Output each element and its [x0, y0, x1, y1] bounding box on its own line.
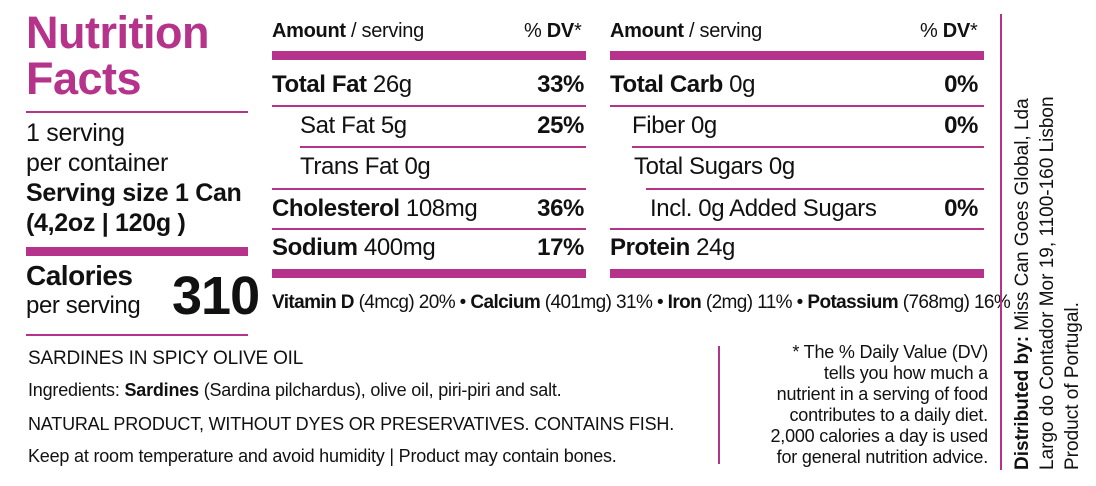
nutrient-row-protein: Protein 24g: [610, 234, 736, 261]
row-divider: [646, 188, 984, 190]
nutrient-row-cholesterol: Cholesterol 108mg 36%: [272, 195, 584, 222]
left-table-header-dv: % DV*: [524, 20, 582, 42]
left-table-bottom-bar: [272, 269, 586, 278]
nutrient-row-total-sugars: Total Sugars 0g: [634, 153, 795, 180]
vitamins-minerals-line: Vitamin D (4mcg) 20% • Calcium (401mg) 3…: [272, 292, 1011, 313]
right-table-top-bar: [610, 51, 984, 60]
nutrient-row-sat-fat: Sat Fat 5g 25%: [300, 112, 584, 139]
row-divider: [272, 105, 586, 107]
nutrient-row-sodium: Sodium 400mg 17%: [272, 234, 584, 261]
storage-notice: Keep at room temperature and avoid humid…: [28, 446, 617, 466]
nutrient-row-trans-fat: Trans Fat 0g: [300, 153, 431, 180]
calories-divider: [26, 334, 248, 336]
ingredients: Ingredients: Sardines (Sardina pilchardu…: [28, 380, 562, 400]
daily-value-footnote: * The % Daily Value (DV) tells you how m…: [770, 342, 988, 467]
right-table-header-dv: % DV*: [920, 20, 978, 42]
nutrient-row-added-sugars: Incl. 0g Added Sugars 0%: [650, 195, 978, 222]
row-divider: [272, 228, 586, 230]
serving-divider: [26, 247, 248, 256]
nutrition-facts-title: Nutrition Facts: [26, 7, 209, 104]
serving-size: Serving size 1 Can (4,2oz | 120g ): [26, 179, 242, 237]
distributor-divider-vertical: [1000, 14, 1002, 470]
row-divider: [300, 146, 586, 148]
calories-value: 310: [172, 266, 260, 326]
calories-label: Calories: [26, 260, 133, 291]
right-table-header-amount: Amount / serving: [610, 20, 762, 42]
title-divider: [26, 111, 248, 113]
product-name: SARDINES IN SPICY OLIVE OIL: [28, 348, 304, 369]
distributor-info: Distributed by: Miss Can Goes Global, Ld…: [1012, 96, 1083, 470]
bottom-divider-vertical: [718, 346, 720, 464]
left-table-header-amount: Amount / serving: [272, 20, 424, 42]
left-table-top-bar: [272, 51, 586, 60]
right-table-bottom-bar: [610, 269, 984, 278]
nutrient-row-total-carb: Total Carb 0g 0%: [610, 71, 978, 98]
row-divider: [632, 146, 984, 148]
row-divider: [272, 188, 586, 190]
nutrient-row-fiber: Fiber 0g 0%: [632, 112, 978, 139]
nutrient-row-total-fat: Total Fat 26g 33%: [272, 71, 584, 98]
calories-sub: per serving: [26, 292, 141, 319]
servings-per-container: 1 serving per container: [26, 119, 169, 177]
row-divider: [610, 105, 984, 107]
natural-product-notice: NATURAL PRODUCT, WITHOUT DYES OR PRESERV…: [28, 414, 675, 434]
row-divider: [610, 228, 984, 230]
